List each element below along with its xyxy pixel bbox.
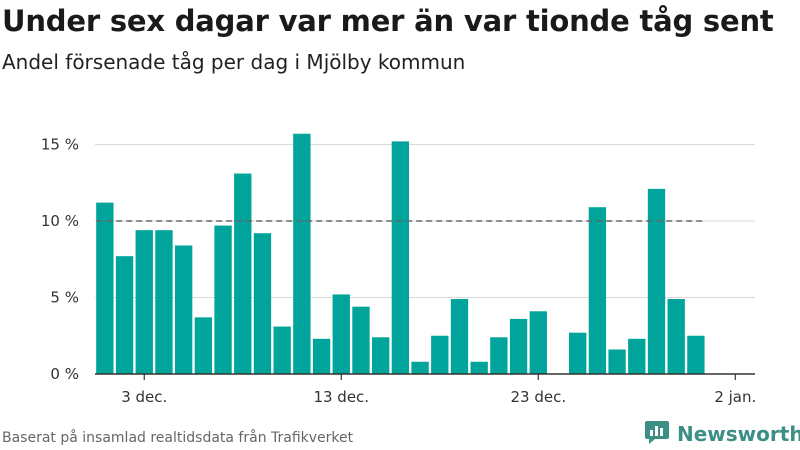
chart-subtitle: Andel försenade tåg per dag i Mjölby kom… bbox=[2, 50, 466, 74]
y-tick-label: 10 % bbox=[41, 212, 79, 230]
bar bbox=[214, 225, 232, 374]
bar bbox=[687, 335, 705, 374]
bar bbox=[391, 141, 410, 374]
bar bbox=[608, 349, 626, 374]
bar bbox=[96, 202, 114, 374]
bar bbox=[667, 299, 685, 374]
bar bbox=[588, 207, 607, 374]
bar bbox=[509, 318, 528, 374]
brand-name: Newsworthy bbox=[677, 422, 800, 446]
bar-chart: 0 % 5 % 10 % 15 % 3 dec. 13 dec. 23 dec. 2 jan. bbox=[41, 133, 756, 406]
bar bbox=[470, 361, 488, 374]
bar bbox=[174, 245, 193, 374]
brand-logo: Newsworthy bbox=[644, 420, 800, 448]
bar bbox=[273, 326, 291, 374]
y-tick-label: 15 % bbox=[41, 135, 79, 153]
bar bbox=[647, 188, 666, 374]
bar bbox=[312, 338, 331, 374]
y-tick-label: 0 % bbox=[50, 365, 79, 383]
grid-lines bbox=[95, 143, 755, 298]
x-tick-label: 2 jan. bbox=[714, 388, 756, 406]
bars bbox=[96, 133, 705, 374]
newsworthy-logo-icon bbox=[644, 419, 670, 449]
bar bbox=[155, 230, 173, 374]
bar bbox=[450, 299, 469, 374]
bar bbox=[115, 256, 134, 374]
axes: 0 % 5 % 10 % 15 % 3 dec. 13 dec. 23 dec. 2 jan. bbox=[41, 135, 756, 406]
bar bbox=[135, 230, 153, 374]
source-note: Baserat på insamlad realtidsdata från Tr… bbox=[2, 430, 354, 446]
bar bbox=[529, 311, 547, 374]
x-tick-label: 23 dec. bbox=[510, 388, 566, 406]
bar bbox=[490, 337, 508, 374]
bar bbox=[293, 133, 311, 374]
bar bbox=[253, 233, 272, 374]
bar bbox=[372, 337, 390, 374]
bar bbox=[194, 317, 213, 374]
bar bbox=[352, 306, 370, 374]
bar bbox=[431, 335, 449, 374]
y-tick-label: 5 % bbox=[50, 288, 79, 306]
bar bbox=[234, 173, 252, 374]
bar bbox=[332, 294, 350, 374]
chart-title: Under sex dagar var mer än var tionde tå… bbox=[2, 4, 774, 38]
bar bbox=[411, 361, 429, 374]
x-tick-label: 13 dec. bbox=[313, 388, 369, 406]
bar bbox=[628, 338, 646, 374]
bar bbox=[569, 332, 587, 374]
x-tick-label: 3 dec. bbox=[121, 388, 167, 406]
